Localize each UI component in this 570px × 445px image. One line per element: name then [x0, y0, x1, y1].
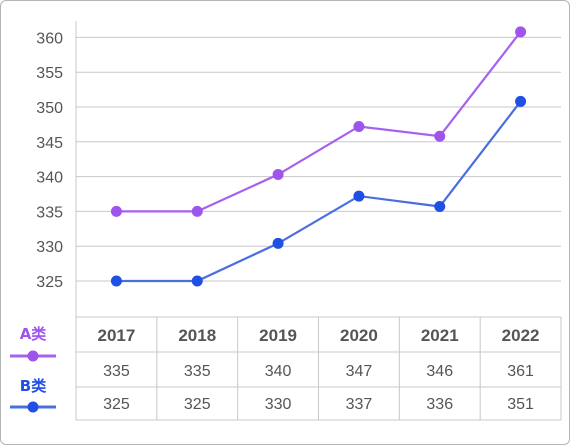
- series-line: [116, 31, 522, 213]
- series-line: [116, 100, 522, 283]
- y-tick-label: 330: [36, 239, 63, 256]
- table-value: 335: [103, 363, 130, 380]
- x-tick-label: 2018: [178, 326, 216, 345]
- y-tick-label: 340: [36, 170, 63, 187]
- data-point: [191, 205, 203, 217]
- data-point: [353, 120, 365, 132]
- legend-label: A类: [20, 325, 48, 343]
- data-point: [515, 95, 527, 107]
- data-point: [272, 169, 284, 181]
- data-point: [272, 237, 284, 249]
- table-value: 330: [265, 396, 292, 413]
- x-tick-label: 2020: [340, 326, 378, 345]
- legend-marker: [27, 401, 39, 413]
- y-tick-label: 355: [36, 65, 63, 82]
- legend-label: B类: [20, 377, 47, 395]
- data-point: [191, 275, 203, 287]
- data-point: [110, 205, 122, 217]
- table-value: 347: [346, 363, 373, 380]
- x-tick-label: 2019: [259, 326, 297, 345]
- table-value: 361: [507, 363, 534, 380]
- table-value: 340: [265, 363, 292, 380]
- data-point: [515, 26, 527, 38]
- y-tick-label: 350: [36, 100, 63, 117]
- legend-marker: [27, 350, 39, 362]
- table-value: 335: [184, 363, 211, 380]
- table-value: 351: [507, 396, 534, 413]
- table-value: 337: [346, 396, 373, 413]
- y-tick-label: 335: [36, 204, 63, 221]
- table-value: 336: [426, 396, 453, 413]
- data-point: [110, 275, 122, 287]
- x-tick-label: 2017: [98, 326, 136, 345]
- y-tick-label: 360: [36, 30, 63, 47]
- y-tick-label: 345: [36, 135, 63, 152]
- table-value: 325: [103, 396, 130, 413]
- y-tick-label: 325: [36, 274, 63, 291]
- x-tick-label: 2022: [502, 326, 540, 345]
- table-value: 325: [184, 396, 211, 413]
- data-point: [434, 201, 446, 213]
- data-point: [353, 190, 365, 202]
- x-tick-label: 2021: [421, 326, 459, 345]
- table-value: 346: [426, 363, 453, 380]
- data-point: [434, 130, 446, 142]
